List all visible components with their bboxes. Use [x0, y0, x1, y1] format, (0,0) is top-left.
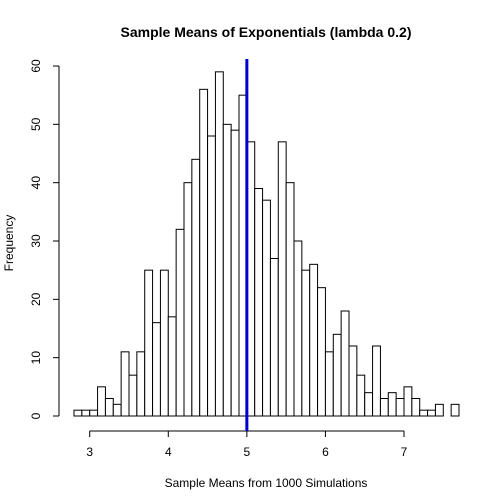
- x-tick-label: 7: [401, 445, 408, 459]
- histogram-bar: [167, 316, 177, 417]
- x-tick-label: 4: [165, 445, 172, 459]
- y-tick-label: 40: [29, 176, 43, 190]
- histogram-bar: [73, 409, 83, 417]
- y-axis-label: Frequency: [2, 215, 16, 272]
- y-tick-label: 60: [29, 59, 43, 73]
- histogram-bar: [348, 345, 358, 417]
- histogram-bar: [112, 403, 122, 417]
- histogram-bar: [356, 374, 366, 417]
- histogram-bar: [293, 240, 303, 417]
- histogram-bar: [269, 258, 279, 417]
- histogram-bar: [340, 310, 350, 417]
- y-axis: 0 10 20 30 40 50 60: [29, 59, 60, 419]
- y-tick-label: 30: [29, 234, 43, 248]
- histogram-bar: [403, 386, 413, 417]
- histogram-bar: [183, 182, 193, 417]
- histogram-bar: [222, 123, 232, 417]
- histogram-bar: [136, 351, 146, 417]
- histogram-bar: [199, 88, 209, 417]
- histogram-bar: [387, 392, 397, 417]
- chart-title: Sample Means of Exponentials (lambda 0.2…: [121, 24, 412, 40]
- histogram-bar: [144, 269, 154, 417]
- x-tick-label: 3: [86, 445, 93, 459]
- histogram-bar: [152, 322, 161, 417]
- histogram-bar: [191, 158, 201, 417]
- x-tick-label: 5: [244, 445, 251, 459]
- x-axis: 3 4 5 6 7: [86, 430, 408, 459]
- histogram-bar: [104, 398, 114, 417]
- histogram-bar: [214, 71, 224, 417]
- histogram-bar: [89, 409, 99, 417]
- histogram-bar: [450, 403, 460, 417]
- y-tick-label: 10: [29, 351, 43, 365]
- histogram-bar: [332, 333, 342, 417]
- histogram-bar: [309, 263, 319, 417]
- histogram-bar: [175, 228, 185, 417]
- histogram-bar: [379, 398, 389, 417]
- histogram-bar: [81, 409, 91, 417]
- histogram-bars: [73, 71, 460, 417]
- histogram-bar: [230, 129, 240, 417]
- histogram-bar: [434, 403, 444, 417]
- y-tick-label: 50: [29, 117, 43, 131]
- x-tick-label: 6: [322, 445, 329, 459]
- histogram-bar: [301, 269, 311, 417]
- histogram-bar: [159, 269, 169, 417]
- histogram-bar: [207, 135, 216, 417]
- histogram-bar: [427, 409, 436, 417]
- histogram-bar: [128, 374, 138, 417]
- x-axis-label: Sample Means from 1000 Simulations: [165, 476, 368, 490]
- histogram-bar: [372, 345, 381, 417]
- histogram-bar: [120, 351, 130, 417]
- histogram-bar: [411, 398, 421, 417]
- histogram-bar: [364, 392, 374, 417]
- histogram-bar: [97, 386, 106, 417]
- histogram-bar: [395, 398, 405, 417]
- histogram-bar: [285, 182, 295, 417]
- histogram-bar: [317, 287, 326, 417]
- histogram-bar: [419, 409, 429, 417]
- histogram-bar: [262, 199, 271, 417]
- histogram-bar: [277, 141, 287, 417]
- y-tick-label: 20: [29, 292, 43, 306]
- y-tick-label: 0: [29, 412, 43, 419]
- histogram-bar: [254, 188, 264, 417]
- histogram-bar: [324, 351, 334, 417]
